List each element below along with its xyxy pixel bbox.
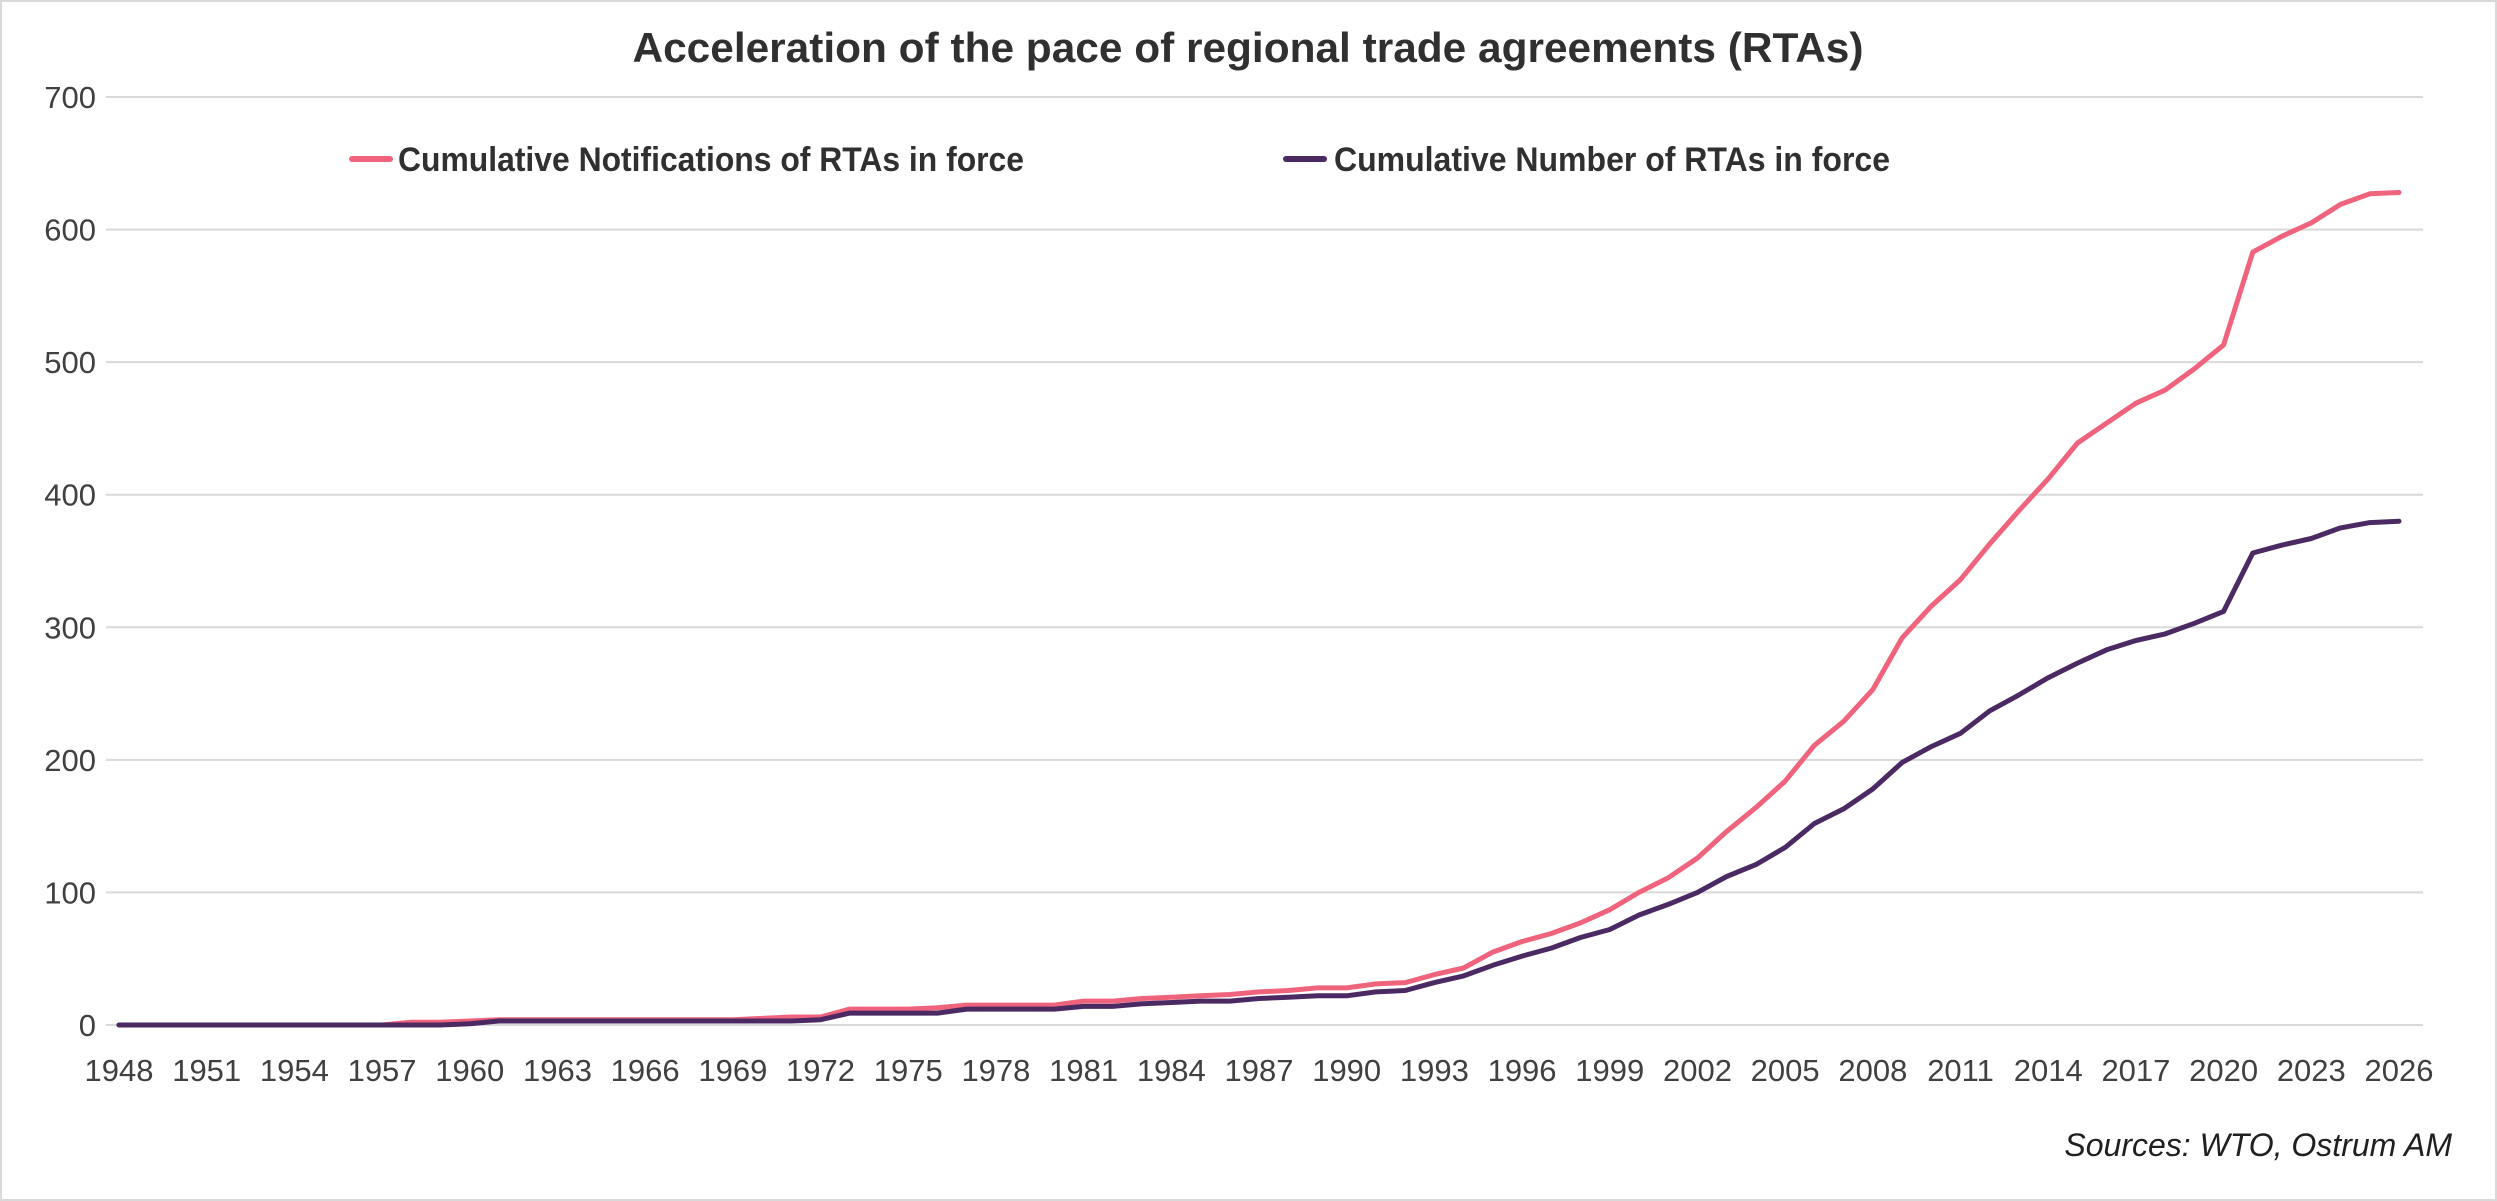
x-tick-label: 2008 xyxy=(1838,1053,1907,1088)
x-tick-label: 2005 xyxy=(1751,1053,1820,1088)
x-tick-label: 1993 xyxy=(1400,1053,1469,1088)
x-tick-label: 1978 xyxy=(961,1053,1030,1088)
y-tick-label: 200 xyxy=(44,743,96,778)
x-axis-ticks: 1948 1951 1954 1957 1960 1963 1966 1969 1972 1975… xyxy=(85,1053,2434,1088)
x-tick-label: 1948 xyxy=(85,1053,154,1088)
x-tick-label: 1987 xyxy=(1225,1053,1294,1088)
x-tick-label: 2014 xyxy=(2014,1053,2083,1088)
legend-label-notifications: Cumulative Notifications of RTAs in forc… xyxy=(398,141,1024,179)
x-tick-label: 1990 xyxy=(1312,1053,1381,1088)
x-tick-label: 2002 xyxy=(1663,1053,1732,1088)
x-tick-label: 2017 xyxy=(2101,1053,2170,1088)
legend: Cumulative Notifications of RTAs in forc… xyxy=(349,141,1890,179)
x-tick-label: 1975 xyxy=(874,1053,943,1088)
source-note: Sources: WTO, Ostrum AM xyxy=(2064,1127,2452,1163)
legend-label-number: Cumulative Number of RTAs in force xyxy=(1334,141,1890,179)
x-tick-label: 1981 xyxy=(1049,1053,1118,1088)
x-tick-label: 1960 xyxy=(435,1053,504,1088)
x-tick-label: 2023 xyxy=(2277,1053,2346,1088)
y-tick-label: 500 xyxy=(44,345,96,380)
x-tick-label: 1957 xyxy=(348,1053,417,1088)
chart-title: Acceleration of the pace of regional tra… xyxy=(633,24,1864,71)
x-tick-label: 1972 xyxy=(786,1053,855,1088)
x-tick-label: 1996 xyxy=(1488,1053,1557,1088)
y-axis-ticks: 0 100 200 300 400 500 600 700 xyxy=(44,80,96,1043)
y-tick-label: 0 xyxy=(79,1008,96,1043)
x-tick-label: 1963 xyxy=(523,1053,592,1088)
gridlines xyxy=(106,96,2423,1026)
y-tick-label: 100 xyxy=(44,875,96,910)
x-tick-label: 1954 xyxy=(260,1053,329,1088)
x-tick-label: 2026 xyxy=(2365,1053,2434,1088)
series-line-1 xyxy=(116,518,2402,1028)
x-tick-label: 1984 xyxy=(1137,1053,1206,1088)
series-lines xyxy=(116,190,2402,1028)
x-tick-label: 2011 xyxy=(1927,1053,1994,1088)
x-tick-label: 1966 xyxy=(611,1053,680,1088)
y-tick-label: 400 xyxy=(44,478,96,513)
y-tick-label: 300 xyxy=(44,610,96,645)
x-tick-label: 1999 xyxy=(1575,1053,1644,1088)
x-tick-label: 2020 xyxy=(2189,1053,2258,1088)
y-tick-label: 600 xyxy=(44,213,96,248)
x-tick-label: 1969 xyxy=(698,1053,767,1088)
y-tick-label: 700 xyxy=(44,80,96,115)
x-tick-label: 1951 xyxy=(172,1053,241,1088)
